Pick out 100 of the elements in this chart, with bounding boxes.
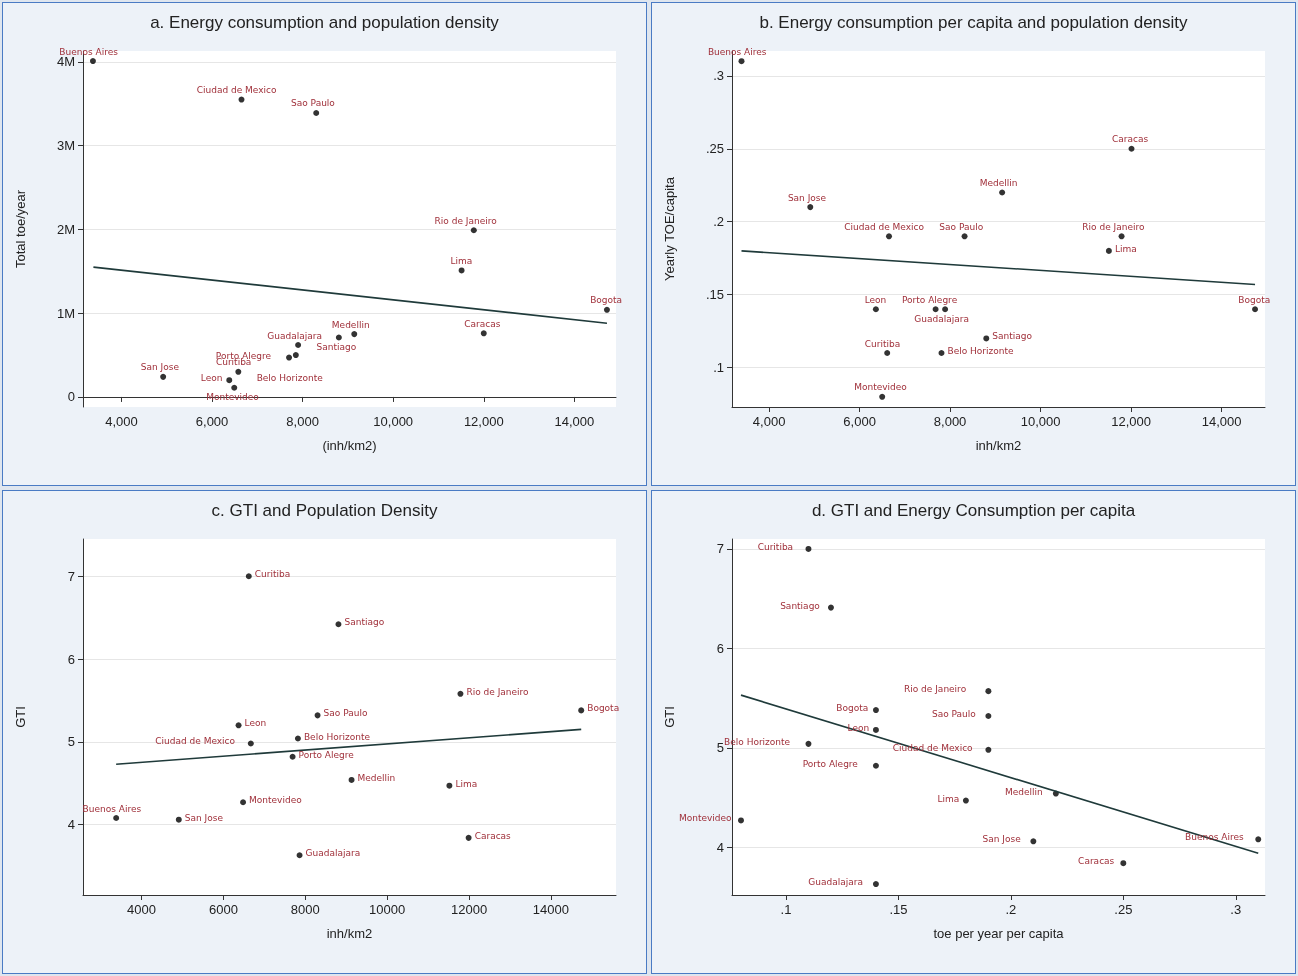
point [245, 573, 252, 580]
x-tick-label: 4,000 [752, 414, 786, 429]
annotation: Belo Horizonte [256, 372, 324, 383]
x-tick-label: .25 [1114, 902, 1133, 917]
point [235, 722, 242, 729]
y-tick-label: 1M [56, 305, 75, 321]
point [1030, 838, 1037, 845]
y-tick-label: 5 [67, 734, 75, 750]
x-tick-label: 4,000 [105, 414, 138, 429]
point [289, 753, 296, 760]
annotation: San Jose [982, 834, 1022, 845]
annotation: Porto Alegre [902, 294, 958, 305]
y-tick-label: 4 [716, 839, 724, 855]
point [465, 834, 472, 841]
annotation: Guadalajara [914, 313, 969, 324]
annotation: Bogota [587, 703, 620, 714]
point [231, 384, 238, 391]
point [872, 707, 879, 714]
annotation: Sao Paulo [931, 709, 977, 720]
annotation: San Jose [140, 362, 180, 373]
x-tick-label: 6,000 [843, 414, 876, 429]
y-tick-label: 4 [67, 817, 75, 833]
annotation: San Jose [787, 192, 827, 203]
point [932, 306, 939, 313]
point [807, 204, 814, 211]
point [480, 330, 487, 337]
annotation: Belo Horizonte [303, 731, 371, 742]
point [985, 688, 992, 695]
annotation: Rio de Janeiro [1082, 221, 1146, 232]
point [738, 817, 744, 824]
point [879, 393, 886, 400]
y-tick-label: .1 [713, 360, 724, 376]
annotation: Lima [1114, 243, 1137, 254]
point [872, 306, 879, 313]
annotation: Montevideo [679, 813, 733, 824]
point [294, 735, 301, 742]
y-tick-label: 3M [56, 138, 75, 154]
annotation: Belo Horizonte [947, 346, 1015, 357]
point [313, 109, 320, 116]
x-axis-title: (inh/km2) [322, 438, 377, 453]
point [286, 354, 293, 361]
y-tick-label: .2 [713, 214, 724, 230]
point [805, 545, 812, 552]
annotation: Rio de Janeiro [466, 686, 530, 697]
y-tick-label: 7 [67, 568, 75, 584]
x-tick-label: 10,000 [373, 414, 414, 429]
annotation: Caracas [464, 318, 501, 329]
point [578, 707, 585, 714]
point [235, 368, 242, 375]
chart-title: d. GTI and Energy Consumption per capita [811, 501, 1136, 520]
point [961, 233, 968, 240]
point [603, 306, 610, 313]
point [938, 350, 945, 357]
annotation: Porto Alegre [298, 749, 355, 760]
x-tick-label: .3 [1230, 902, 1242, 917]
x-tick-label: 10,000 [1020, 414, 1061, 429]
y-tick-label: 5 [716, 740, 724, 756]
x-tick-label: 8,000 [933, 414, 967, 429]
annotation: Leon [244, 718, 267, 729]
point [872, 881, 879, 888]
x-axis-title: inh/km2 [975, 438, 1022, 453]
annotation: Lima [937, 793, 960, 804]
annotation: Medellin [331, 319, 370, 330]
annotation: Sao Paulo [323, 708, 368, 719]
point [983, 335, 990, 342]
point [872, 726, 879, 733]
annotation: Santiago [780, 600, 821, 611]
point [1120, 860, 1127, 867]
point [738, 58, 745, 65]
annotation: Caracas [1078, 856, 1115, 867]
annotation: Rio de Janeiro [434, 215, 498, 226]
annotation: Caracas [1111, 134, 1149, 145]
annotation: Curitiba [864, 338, 901, 349]
annotation: Rio de Janeiro [903, 684, 967, 695]
point [335, 621, 342, 628]
point [1105, 247, 1112, 254]
x-axis-title: inh/km2 [326, 926, 373, 941]
y-tick-label: 2M [56, 221, 75, 237]
point [292, 352, 299, 359]
point [296, 852, 303, 859]
point [962, 797, 969, 804]
annotation: Guadalajara [808, 877, 863, 888]
annotation: Porto Alegre [802, 758, 859, 769]
annotation: Ciudad de Mexico [844, 221, 925, 232]
point [89, 58, 96, 65]
annotation: Bogota [836, 703, 869, 714]
point [872, 762, 879, 769]
annotation: Santiago [344, 617, 385, 628]
annotation: Santiago [316, 341, 357, 352]
chart-title: c. GTI and Population Density [211, 501, 438, 520]
x-tick-label: .2 [1005, 902, 1017, 917]
point [886, 233, 892, 240]
annotation: Bogota [590, 295, 623, 306]
annotation: Montevideo [854, 382, 908, 393]
y-tick-label: 6 [716, 640, 724, 656]
x-tick-label: 4000 [127, 902, 156, 917]
point [1118, 233, 1125, 240]
x-tick-label: .1 [780, 902, 792, 917]
point [113, 815, 120, 821]
x-tick-label: 14,000 [1201, 414, 1242, 429]
